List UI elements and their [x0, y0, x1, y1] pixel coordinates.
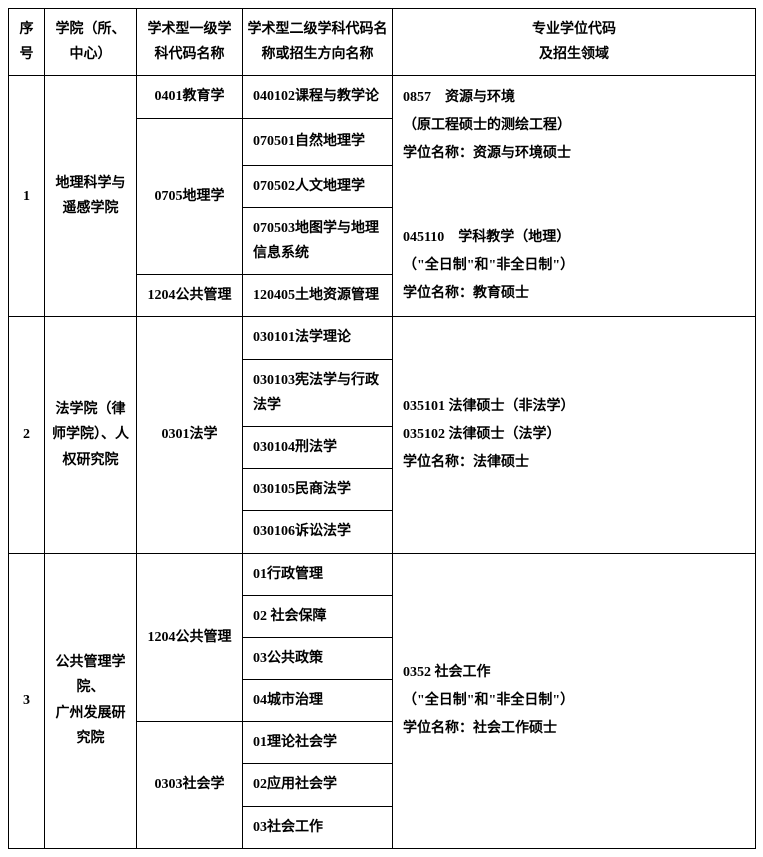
header-professional: 专业学位代码及招生领域	[393, 9, 756, 76]
institution-cell: 公共管理学院、广州发展研究院	[45, 553, 137, 848]
header-level2: 学术型二级学科代码名称或招生方向名称	[243, 9, 393, 76]
level2-cell: 030104刑法学	[243, 426, 393, 468]
level2-cell: 01行政管理	[243, 553, 393, 595]
seq-cell: 1	[9, 76, 45, 317]
level2-cell: 04城市治理	[243, 680, 393, 722]
level2-cell: 02 社会保障	[243, 595, 393, 637]
level2-cell: 030101法学理论	[243, 317, 393, 359]
header-institution: 学院（所、中心）	[45, 9, 137, 76]
level2-cell: 040102课程与教学论	[243, 76, 393, 118]
level2-cell: 030105民商法学	[243, 469, 393, 511]
professional-cell: 0352 社会工作（"全日制"和"非全日制"）学位名称：社会工作硕士	[393, 553, 756, 848]
level1-cell: 1204公共管理	[137, 553, 243, 722]
level2-cell: 070502人文地理学	[243, 165, 393, 207]
level1-cell: 0301法学	[137, 317, 243, 553]
level1-cell: 1204公共管理	[137, 275, 243, 317]
level2-cell: 070503地图学与地理信息系统	[243, 207, 393, 274]
level1-cell: 0705地理学	[137, 118, 243, 275]
level2-cell: 03社会工作	[243, 806, 393, 848]
professional-cell: 035101 法律硕士（非法学）035102 法律硕士（法学）学位名称：法律硕士	[393, 317, 756, 553]
level2-cell: 030106诉讼法学	[243, 511, 393, 553]
level2-cell: 030103宪法学与行政法学	[243, 359, 393, 426]
institution-cell: 地理科学与遥感学院	[45, 76, 137, 317]
header-seq: 序号	[9, 9, 45, 76]
level2-cell: 02应用社会学	[243, 764, 393, 806]
level1-cell: 0303社会学	[137, 722, 243, 849]
seq-cell: 2	[9, 317, 45, 553]
seq-cell: 3	[9, 553, 45, 848]
level1-cell: 0401教育学	[137, 76, 243, 118]
level2-cell: 03公共政策	[243, 637, 393, 679]
discipline-table: 序号学院（所、中心）学术型一级学科代码名称学术型二级学科代码名称或招生方向名称专…	[8, 8, 756, 849]
level2-cell: 120405土地资源管理	[243, 275, 393, 317]
level2-cell: 01理论社会学	[243, 722, 393, 764]
professional-cell: 0857 资源与环境（原工程硕士的测绘工程）学位名称：资源与环境硕士045110…	[393, 76, 756, 317]
institution-cell: 法学院（律师学院）、人权研究院	[45, 317, 137, 553]
level2-cell: 070501自然地理学	[243, 118, 393, 165]
header-level1: 学术型一级学科代码名称	[137, 9, 243, 76]
